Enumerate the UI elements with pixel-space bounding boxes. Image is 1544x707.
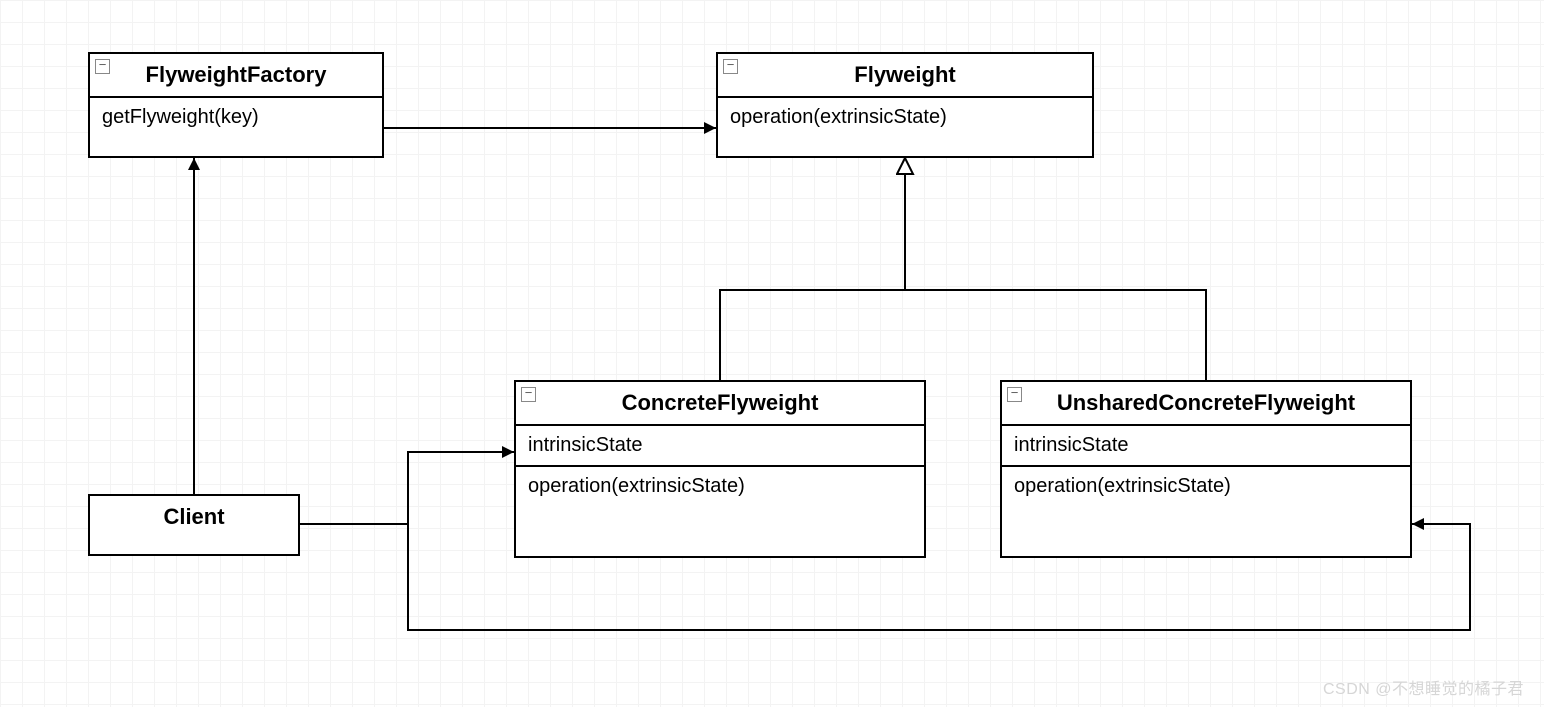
class-concrete-flyweight: ConcreteFlyweight intrinsicState operati…	[514, 380, 926, 558]
collapse-icon[interactable]	[95, 59, 110, 74]
class-title: Flyweight	[718, 54, 1092, 98]
collapse-icon[interactable]	[1007, 387, 1022, 402]
watermark-text: CSDN @不想睡觉的橘子君	[1323, 675, 1524, 699]
class-name: UnsharedConcreteFlyweight	[1057, 390, 1355, 415]
class-method: operation(extrinsicState)	[1002, 467, 1410, 506]
class-attribute: intrinsicState	[516, 426, 924, 467]
class-name: ConcreteFlyweight	[622, 390, 819, 415]
class-title: FlyweightFactory	[90, 54, 382, 98]
collapse-icon[interactable]	[521, 387, 536, 402]
diagram-canvas: FlyweightFactory getFlyweight(key) Flywe…	[0, 0, 1544, 707]
collapse-icon[interactable]	[723, 59, 738, 74]
class-name: Flyweight	[854, 62, 955, 87]
class-title: ConcreteFlyweight	[516, 382, 924, 426]
class-title: Client	[90, 496, 298, 538]
class-title: UnsharedConcreteFlyweight	[1002, 382, 1410, 426]
class-name: Client	[163, 504, 224, 529]
class-method: getFlyweight(key)	[90, 98, 382, 137]
class-attribute: intrinsicState	[1002, 426, 1410, 467]
class-flyweight-factory: FlyweightFactory getFlyweight(key)	[88, 52, 384, 158]
class-method: operation(extrinsicState)	[718, 98, 1092, 137]
class-method: operation(extrinsicState)	[516, 467, 924, 506]
class-flyweight: Flyweight operation(extrinsicState)	[716, 52, 1094, 158]
class-unshared-concrete-flyweight: UnsharedConcreteFlyweight intrinsicState…	[1000, 380, 1412, 558]
class-name: FlyweightFactory	[146, 62, 327, 87]
class-client: Client	[88, 494, 300, 556]
